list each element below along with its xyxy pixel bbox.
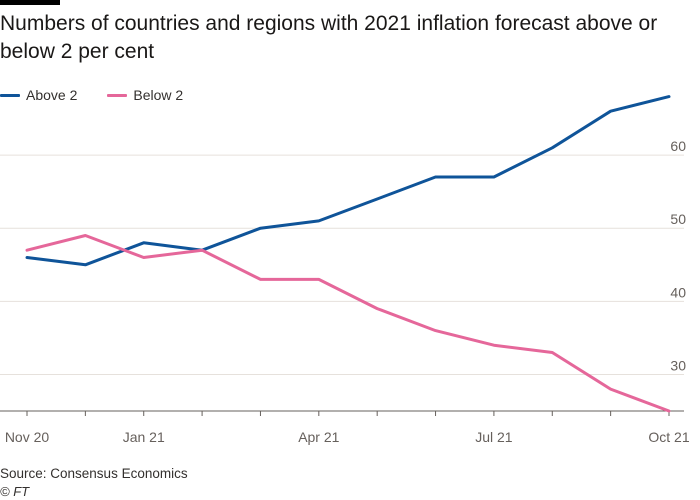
source-note: Source: Consensus Economics — [0, 466, 188, 481]
y-tick-label-50: 50 — [670, 211, 686, 227]
legend-swatch-above — [0, 93, 20, 97]
brand-bar — [0, 0, 60, 5]
series-line-below-2 — [25, 234, 671, 413]
x-tick-label-apr-21: Apr 21 — [298, 429, 339, 445]
series-line-above-2 — [25, 95, 671, 267]
line-chart: 30 40 50 60 Nov 20 Jan 21 Apr 21 Jul 21 Oct 21 — [0, 95, 690, 445]
ft-credit: © FT — [0, 484, 30, 499]
legend-label-below: Below 2 — [133, 87, 184, 103]
x-tick-label-oct-21: Oct 21 — [648, 429, 689, 445]
x-tick-label-jul-21: Jul 21 — [475, 429, 513, 445]
legend-item-above: Above 2 — [0, 87, 77, 103]
y-tick-label-40: 40 — [670, 284, 686, 300]
chart-title: Numbers of countries and regions with 20… — [0, 12, 658, 63]
legend: Above 2 Below 2 — [0, 85, 213, 105]
legend-item-below: Below 2 — [107, 87, 183, 103]
x-tick-label-jan-21: Jan 21 — [123, 429, 165, 445]
legend-label-above: Above 2 — [26, 87, 78, 103]
x-tick-label-nov-20: Nov 20 — [5, 429, 50, 445]
y-tick-label-30: 30 — [670, 357, 686, 373]
legend-swatch-below — [107, 93, 128, 97]
y-tick-label-60: 60 — [670, 138, 686, 154]
